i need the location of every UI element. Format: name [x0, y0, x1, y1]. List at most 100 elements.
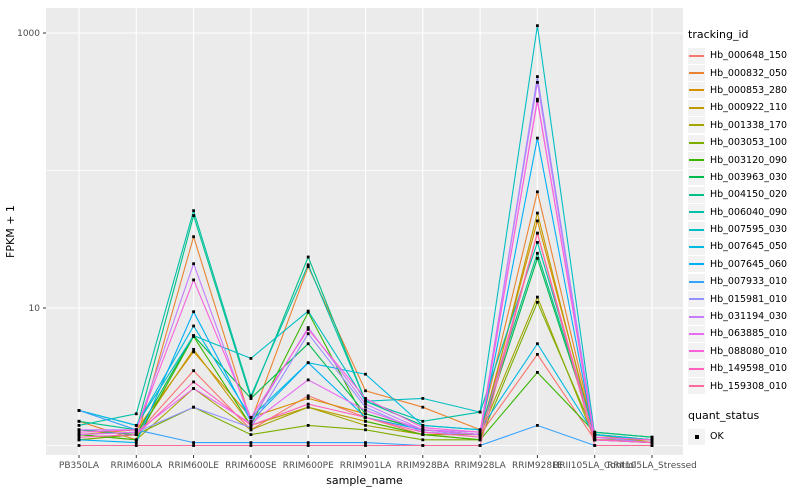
data-point [593, 430, 597, 434]
data-point [536, 342, 539, 346]
data-point [249, 421, 253, 425]
legend-item-Hb_003963_030: Hb_003963_030 [688, 169, 798, 186]
data-point [650, 438, 654, 442]
data-point [364, 402, 367, 406]
data-point [478, 428, 482, 432]
data-point [536, 81, 539, 84]
data-point [364, 444, 367, 447]
data-point [536, 300, 539, 304]
x-axis-tick-label: RRIM928LE [512, 461, 563, 471]
data-point [478, 444, 482, 447]
data-point [306, 265, 310, 268]
data-point [192, 334, 195, 337]
data-point [77, 424, 81, 427]
legend-line-icon [689, 228, 704, 231]
x-axis-tick-label: RRIM600SE [225, 461, 277, 471]
data-point [192, 405, 195, 409]
legend-quant-section: quant_status OK [688, 409, 798, 445]
data-point [536, 75, 539, 78]
legend-line-icon [689, 193, 704, 196]
data-point [536, 241, 539, 244]
legend-item-label: Hb_031194_030 [710, 311, 788, 323]
data-point [77, 438, 81, 442]
legend-title-tracking-id: tracking_id [688, 28, 749, 41]
data-point [593, 435, 597, 439]
data-point [593, 433, 597, 436]
data-point [421, 405, 425, 409]
y-axis-title: FPKM + 1 [4, 205, 17, 258]
x-axis-tick-label: RRII105LA_Control [553, 461, 636, 471]
legend-item-Hb_000853_280: Hb_000853_280 [688, 82, 798, 99]
legend-line-icon [689, 89, 704, 92]
x-axis-title: sample_name [326, 474, 403, 487]
legend-item-label: Hb_001338_170 [710, 119, 788, 131]
data-point [536, 219, 539, 223]
legend-item-label: Hb_003963_030 [710, 171, 788, 183]
data-point [77, 433, 81, 436]
legend-line-icon [689, 350, 704, 353]
legend-item-label: Hb_007645_050 [710, 241, 788, 253]
data-point [249, 433, 253, 436]
legend-item-Hb_004150_020: Hb_004150_020 [688, 186, 798, 203]
data-point [192, 350, 195, 354]
data-point [192, 235, 195, 239]
data-point [364, 409, 367, 412]
data-point [249, 416, 253, 419]
legend-line-icon [689, 106, 704, 109]
legend-item-label: Hb_000922_110 [710, 102, 788, 114]
legend-item-Hb_000832_050: Hb_000832_050 [688, 64, 798, 82]
legend-item-Hb_149598_010: Hb_149598_010 [688, 360, 798, 377]
legend-line-icon [689, 263, 704, 266]
data-point [306, 309, 310, 313]
legend-title-quant-status: quant_status [688, 408, 760, 422]
legend-item-label: Hb_006040_090 [710, 206, 788, 218]
data-point [306, 361, 310, 365]
legend-item-quant-ok: OK [688, 428, 798, 445]
data-point [421, 438, 425, 442]
data-point [650, 435, 654, 439]
data-point [536, 424, 539, 427]
legend-item-Hb_007645_050: Hb_007645_050 [688, 238, 798, 255]
data-point [192, 278, 195, 282]
data-point [192, 310, 195, 314]
data-point [134, 444, 138, 447]
data-point [306, 255, 310, 259]
legend-item-label: Hb_007595_030 [710, 224, 788, 236]
data-point [192, 214, 195, 217]
legend-key [688, 204, 705, 221]
legend-item-label: OK [710, 431, 724, 442]
legend-key [688, 221, 705, 238]
data-point [536, 99, 539, 103]
legend-item-Hb_007595_030: Hb_007595_030 [688, 221, 798, 238]
legend-item-Hb_031194_030: Hb_031194_030 [688, 308, 798, 325]
data-point [478, 438, 482, 442]
legend-key [688, 99, 705, 116]
x-axis-tick-label: RRIM600LE [168, 461, 219, 471]
legend-key [688, 65, 705, 82]
x-axis-tick-label: RRIM600PE [283, 461, 335, 471]
data-point [478, 430, 482, 434]
data-point [478, 433, 482, 436]
legend-key [688, 238, 705, 255]
legend-point-icon [694, 434, 699, 439]
legend-item-Hb_001338_170: Hb_001338_170 [688, 117, 798, 134]
data-point [192, 324, 195, 328]
data-point [77, 409, 81, 412]
data-point [249, 357, 253, 360]
data-point [192, 387, 195, 390]
data-point [249, 397, 253, 400]
data-point [134, 438, 138, 442]
data-point [364, 397, 367, 400]
legend-item-Hb_000922_110: Hb_000922_110 [688, 99, 798, 116]
data-point [306, 263, 310, 267]
legend-item-label: Hb_007645_060 [710, 258, 788, 270]
y-axis-tick-label: 10 [29, 304, 41, 314]
legend-key [688, 325, 705, 342]
data-point [249, 394, 253, 398]
legend-item-Hb_159308_010: Hb_159308_010 [688, 377, 798, 395]
data-point [134, 430, 138, 434]
legend-key [688, 47, 705, 64]
legend-line-icon [689, 332, 704, 335]
legend-line-icon [689, 385, 704, 388]
